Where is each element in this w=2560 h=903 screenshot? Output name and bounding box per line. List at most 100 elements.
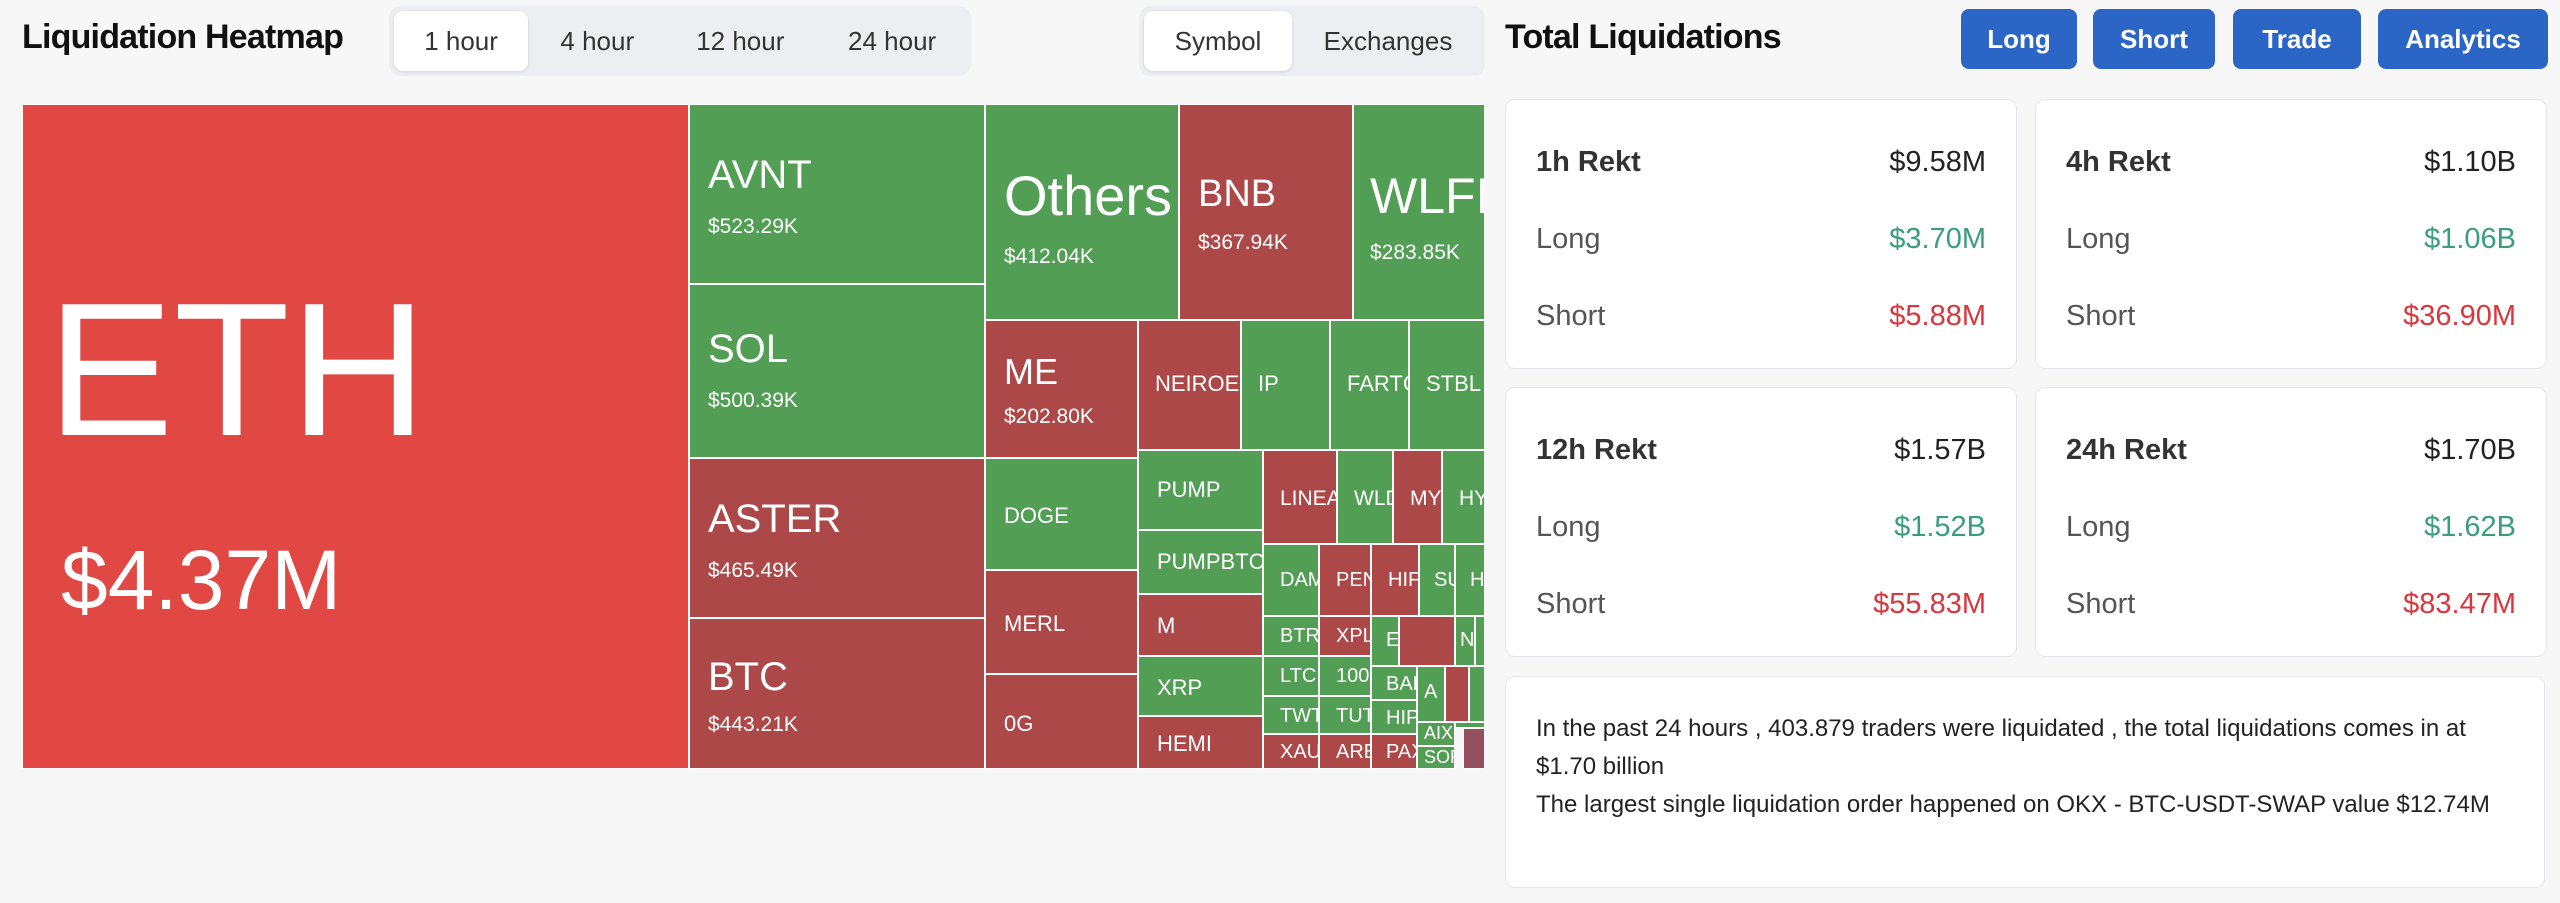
tile-btr[interactable]: BTR xyxy=(1263,616,1319,656)
tile-name: LTC xyxy=(1280,665,1317,687)
long-label: Long xyxy=(2066,223,2131,255)
card-title: 4h Rekt xyxy=(2066,146,2171,178)
tile-name: HBAR xyxy=(1470,569,1484,591)
tile-xaut[interactable]: XAUT xyxy=(1263,734,1319,769)
tile-e[interactable]: E xyxy=(1371,616,1399,666)
tile-name: BNB xyxy=(1198,173,1277,215)
tile-pengu[interactable]: PENGU xyxy=(1319,544,1371,616)
trade-button[interactable]: Trade xyxy=(2233,9,2361,69)
tile-hemi[interactable]: HEMI xyxy=(1138,716,1263,769)
tile-name: HEMI xyxy=(1157,731,1212,756)
tile-fartcoin[interactable]: FARTCOIN xyxy=(1330,320,1409,450)
card-title: 24h Rekt xyxy=(2066,434,2187,466)
tab-1-hour[interactable]: 1 hour xyxy=(394,11,529,71)
tile-hype[interactable]: HYPE xyxy=(1442,450,1484,544)
tab-symbol[interactable]: Symbol xyxy=(1144,11,1292,71)
tile-small-5[interactable] xyxy=(1463,728,1484,769)
tile-bnb[interactable]: BNB $367.94K xyxy=(1179,104,1353,320)
tab-4-hour[interactable]: 4 hour xyxy=(560,25,635,56)
tile-xpl[interactable]: XPL xyxy=(1319,616,1371,656)
tile-a[interactable]: A xyxy=(1417,666,1445,722)
tile-small-2[interactable] xyxy=(1445,666,1469,722)
tile-linea[interactable]: LINEA xyxy=(1263,450,1337,544)
tile-tut[interactable]: TUT xyxy=(1319,696,1371,734)
tile-name: IP xyxy=(1258,371,1279,396)
long-button[interactable]: Long xyxy=(1961,9,2077,69)
tile-me[interactable]: ME $202.80K xyxy=(985,320,1138,458)
tile-small-3[interactable] xyxy=(1469,666,1484,722)
long-label: Long xyxy=(1536,223,1601,255)
tile-name: XRP xyxy=(1157,675,1203,700)
tile-name: ASTER xyxy=(708,497,842,541)
tile-xrp[interactable]: XRP xyxy=(1138,656,1263,716)
tile-name: MYX xyxy=(1410,487,1442,510)
tile-paxg[interactable]: PAXG xyxy=(1371,734,1417,769)
tab-exchanges[interactable]: Exchanges xyxy=(1323,25,1453,56)
short-button[interactable]: Short xyxy=(2093,9,2215,69)
tile-name: FARTCOIN xyxy=(1347,371,1408,396)
tile-merl[interactable]: MERL xyxy=(985,570,1138,674)
tile-wld[interactable]: WLD xyxy=(1337,450,1393,544)
tile-hippo[interactable]: HIPPO xyxy=(1371,700,1417,734)
long-value: $1.06B xyxy=(2424,223,2516,255)
tile-wlfi[interactable]: WLFI $283.85K xyxy=(1353,104,1484,320)
tile-small-4[interactable] xyxy=(1455,722,1484,728)
tile-name: NEIROETH xyxy=(1155,371,1240,396)
summary-line-1: In the past 24 hours , 403.879 traders w… xyxy=(1536,715,2466,780)
tile-hifi[interactable]: HIFI xyxy=(1371,544,1419,616)
tile-btc[interactable]: BTC $443.21K xyxy=(689,618,985,769)
tile-ltc[interactable]: LTC xyxy=(1263,656,1319,696)
tile-stbl[interactable]: STBL xyxy=(1409,320,1484,450)
tile-m[interactable]: M xyxy=(1138,594,1263,656)
tile-hbar[interactable]: HBAR xyxy=(1455,544,1484,616)
tile-aster[interactable]: ASTER $465.49K xyxy=(689,458,985,618)
tile-name: PENGU xyxy=(1336,569,1370,591)
short-value: $5.88M xyxy=(1889,300,1986,332)
tile-arb[interactable]: ARB xyxy=(1319,734,1371,769)
tile-eth[interactable]: ETH $4.37M xyxy=(22,104,689,769)
tile-value: $4.37M xyxy=(61,533,342,627)
tile-pump[interactable]: PUMP xyxy=(1138,450,1263,530)
rekt-card-12h: 12h Rekt $1.57B Long $1.52B Short $55.83… xyxy=(1505,387,2017,657)
tile-avnt[interactable]: AVNT $523.29K xyxy=(689,104,985,284)
tile-ip[interactable]: IP xyxy=(1241,320,1330,450)
liquidation-heatmap: ETH $4.37M AVNT $523.29K SOL $500.39K AS… xyxy=(22,104,1484,769)
tile-name: XAUT xyxy=(1280,741,1318,763)
tab-12-hour[interactable]: 12 hour xyxy=(696,25,785,56)
tile-pumpbtc[interactable]: PUMPBTC xyxy=(1138,530,1263,594)
short-label: Short xyxy=(2066,300,2136,332)
analytics-button[interactable]: Analytics xyxy=(2378,9,2548,69)
tile-name: DAM xyxy=(1280,569,1318,591)
short-label: Short xyxy=(1536,588,1606,620)
tile-sui[interactable]: SUI xyxy=(1419,544,1455,616)
tile-name: Others xyxy=(1004,164,1173,227)
tile-small-1[interactable] xyxy=(1475,616,1484,666)
liquidation-summary: In the past 24 hours , 403.879 traders w… xyxy=(1505,676,2545,888)
tile-sol[interactable]: SOL $500.39K xyxy=(689,284,985,458)
tile-name: 1000PEPE xyxy=(1336,665,1370,687)
tile-name: SOL xyxy=(708,327,789,371)
tile-aixbt[interactable]: AIXBT xyxy=(1417,722,1455,746)
tab-24-hour[interactable]: 24 hour xyxy=(848,25,937,56)
tile-dam[interactable]: DAM xyxy=(1263,544,1319,616)
tile-1000pepe[interactable]: 1000PEPE xyxy=(1319,656,1371,696)
short-value: $36.90M xyxy=(2403,300,2516,332)
card-total: $1.57B xyxy=(1894,434,1986,466)
tile-name: WLFI xyxy=(1370,168,1484,224)
tile-hippo-top[interactable] xyxy=(1399,616,1455,666)
tile-twt[interactable]: TWT xyxy=(1263,696,1319,734)
tile-soph[interactable]: SOPH xyxy=(1417,746,1455,769)
tile-doge[interactable]: DOGE xyxy=(985,458,1138,570)
long-value: $3.70M xyxy=(1889,223,1986,255)
tile-others[interactable]: Others $412.04K xyxy=(985,104,1179,320)
tile-myx[interactable]: MYX xyxy=(1393,450,1442,544)
long-value: $1.52B xyxy=(1894,511,1986,543)
time-range-tabs: 1 hour 4 hour 12 hour 24 hour xyxy=(389,6,971,76)
tile-neiroeth[interactable]: NEIROETH xyxy=(1138,320,1241,450)
tile-name: DOGE xyxy=(1004,503,1069,528)
tile-bard[interactable]: BARD xyxy=(1371,666,1417,700)
summary-line-2: The largest single liquidation order hap… xyxy=(1536,791,2490,818)
tile-0g[interactable]: 0G xyxy=(985,674,1138,769)
tile-n[interactable]: N xyxy=(1455,616,1475,666)
short-label: Short xyxy=(1536,300,1606,332)
